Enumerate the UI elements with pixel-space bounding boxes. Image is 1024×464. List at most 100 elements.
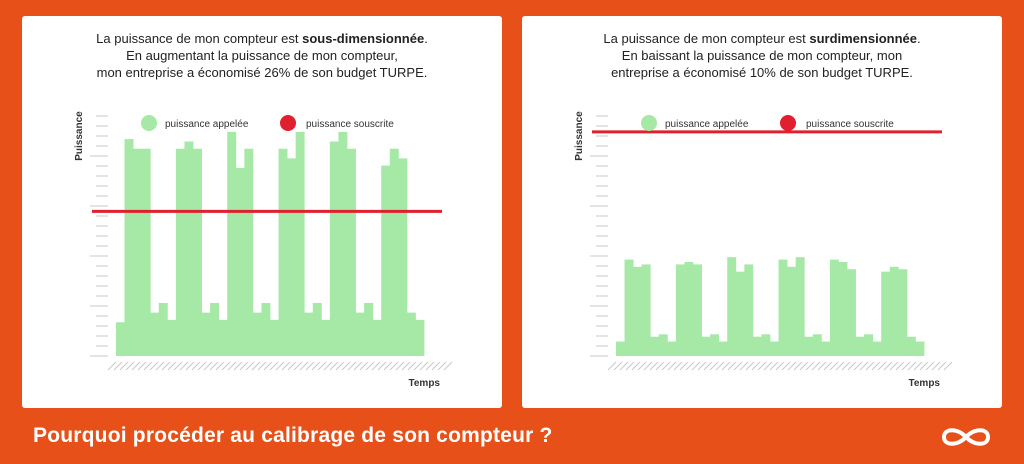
bar	[347, 148, 356, 356]
legend-label-subscribed: puissance souscrite	[306, 119, 394, 130]
bar-chart-left: Puissance Temps puissance appelée puissance…	[74, 111, 453, 389]
x-tick	[889, 361, 899, 371]
x-tick	[395, 361, 405, 371]
bar	[804, 336, 814, 356]
caption-line3: mon entreprise a économisé 26% de son bu…	[96, 65, 428, 80]
chart-card-right: La puissance de mon compteur est surdime…	[522, 16, 1002, 408]
x-tick	[233, 361, 243, 371]
x-tick	[275, 361, 285, 371]
bar	[389, 148, 399, 356]
x-axis-label: Temps	[409, 378, 441, 389]
legend-marker-demand	[641, 115, 657, 131]
bar	[116, 322, 125, 356]
x-tick	[721, 361, 731, 371]
x-tick	[221, 361, 231, 371]
caption-line1-end: .	[424, 31, 428, 46]
bar	[381, 165, 391, 356]
bar	[778, 259, 788, 356]
bar	[406, 312, 416, 356]
footer-title: Pourquoi procéder au calibrage de son co…	[33, 424, 553, 447]
bar	[693, 264, 702, 356]
x-tick	[173, 361, 183, 371]
x-tick	[329, 361, 339, 371]
x-tick	[413, 361, 423, 371]
x-tick	[149, 361, 159, 371]
bar	[227, 131, 237, 356]
bar	[321, 319, 331, 356]
x-tick	[107, 361, 117, 371]
bar	[847, 269, 856, 356]
bar	[906, 336, 916, 356]
x-tick	[763, 361, 773, 371]
bar	[770, 341, 779, 356]
x-tick	[179, 361, 189, 371]
x-tick	[811, 361, 821, 371]
bar	[812, 334, 822, 356]
legend-marker-subscribed	[780, 115, 796, 131]
x-tick	[937, 361, 947, 371]
x-tick	[197, 361, 207, 371]
x-tick	[185, 361, 195, 371]
x-tick	[661, 361, 671, 371]
bar	[193, 148, 202, 356]
x-tick	[215, 361, 225, 371]
x-tick	[443, 361, 453, 371]
x-tick	[643, 361, 653, 371]
bar	[287, 158, 297, 356]
x-tick	[667, 361, 677, 371]
x-tick	[751, 361, 761, 371]
bar	[338, 131, 348, 356]
x-tick	[155, 361, 165, 371]
x-tick	[383, 361, 393, 371]
bar	[372, 319, 382, 356]
bar	[838, 262, 848, 356]
bar	[633, 266, 643, 356]
bar	[124, 139, 134, 356]
caption-bold: sous-dimensionnée	[302, 31, 425, 46]
bar	[727, 257, 737, 356]
y-axis-label: Puissance	[74, 111, 85, 161]
x-tick	[739, 361, 749, 371]
x-tick	[311, 361, 321, 371]
x-tick	[829, 361, 839, 371]
x-tick	[931, 361, 941, 371]
chart-caption: La puissance de mon compteur est sous-di…	[22, 30, 502, 81]
x-tick	[287, 361, 297, 371]
x-tick	[619, 361, 629, 371]
bar	[684, 262, 694, 356]
bar	[710, 334, 720, 356]
bar	[752, 336, 762, 356]
x-tick	[209, 361, 219, 371]
x-tick	[847, 361, 857, 371]
bar	[235, 168, 245, 356]
bar	[184, 141, 194, 356]
x-tick	[673, 361, 683, 371]
bar	[295, 131, 305, 356]
infinity-logo-icon	[942, 428, 990, 446]
x-axis-label: Temps	[909, 378, 941, 389]
bar	[312, 302, 322, 356]
caption-line3: entreprise a économisé 10% de son budget…	[611, 65, 913, 80]
caption-line1-end: .	[916, 31, 921, 46]
x-tick	[727, 361, 737, 371]
bar	[244, 148, 254, 356]
bar	[201, 312, 211, 356]
x-tick	[871, 361, 881, 371]
x-tick	[407, 361, 417, 371]
bar	[881, 271, 891, 356]
x-tick	[293, 361, 303, 371]
x-tick	[607, 361, 617, 371]
bar	[744, 264, 754, 356]
bar	[761, 334, 771, 356]
x-tick	[281, 361, 291, 371]
x-tick	[257, 361, 267, 371]
x-tick	[323, 361, 333, 371]
x-tick	[113, 361, 123, 371]
x-tick	[401, 361, 411, 371]
bar	[658, 334, 668, 356]
x-tick	[835, 361, 845, 371]
x-tick	[925, 361, 935, 371]
x-tick	[733, 361, 743, 371]
x-tick	[865, 361, 875, 371]
x-tick	[691, 361, 701, 371]
